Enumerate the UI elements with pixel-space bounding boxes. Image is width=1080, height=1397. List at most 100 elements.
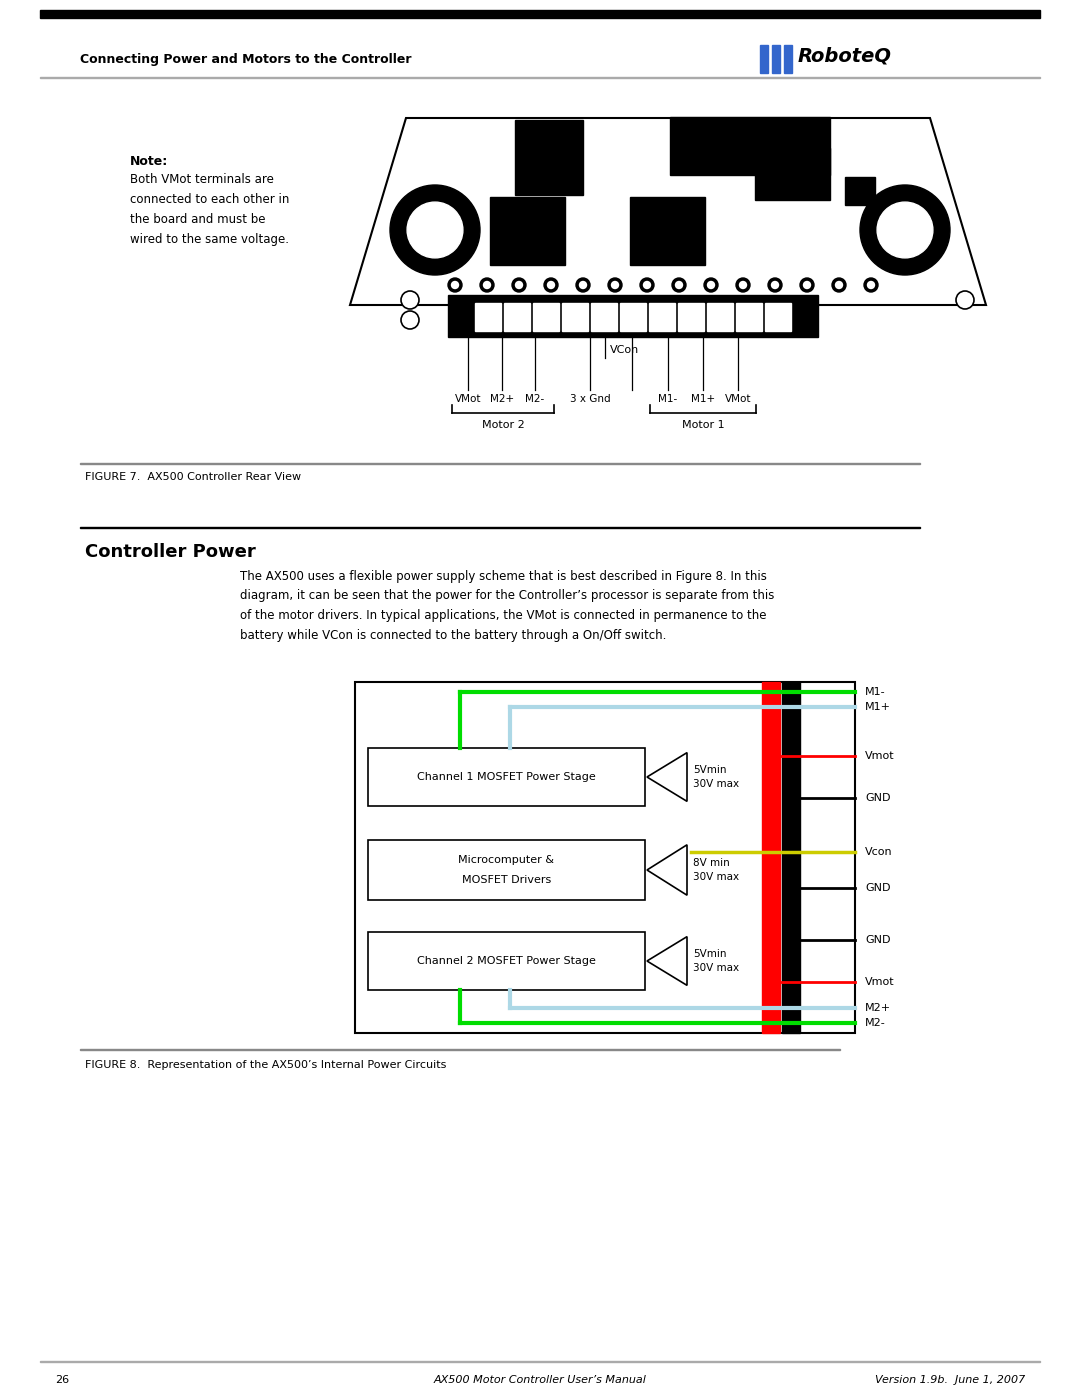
Circle shape	[864, 278, 878, 292]
Bar	[504, 303, 530, 331]
Bar	[40, 77, 1040, 78]
Bar	[355, 682, 855, 1032]
Text: 5Vmin: 5Vmin	[693, 949, 727, 958]
Bar	[762, 682, 780, 1032]
Circle shape	[675, 282, 683, 289]
Bar	[772, 45, 780, 73]
Circle shape	[401, 312, 419, 330]
Text: 8V min: 8V min	[693, 858, 730, 868]
Text: Both VMot terminals are
connected to each other in
the board and must be
wired t: Both VMot terminals are connected to eac…	[130, 173, 289, 246]
Text: RoboteQ: RoboteQ	[798, 47, 892, 66]
Text: GND: GND	[865, 883, 891, 893]
Text: Motor 2: Motor 2	[482, 420, 525, 430]
Circle shape	[390, 184, 480, 275]
Text: GND: GND	[865, 935, 891, 944]
Text: VMot: VMot	[455, 394, 482, 404]
Bar	[649, 303, 675, 331]
Bar	[782, 682, 800, 1032]
Text: Connecting Power and Motors to the Controller: Connecting Power and Motors to the Contr…	[80, 53, 411, 67]
Text: VMot: VMot	[725, 394, 752, 404]
Bar	[620, 303, 646, 331]
Bar	[40, 10, 1040, 18]
Circle shape	[484, 282, 490, 289]
Text: M1-: M1-	[865, 687, 886, 697]
Text: M2+: M2+	[490, 394, 514, 404]
Circle shape	[956, 291, 974, 309]
Bar	[80, 527, 920, 528]
Text: 30V max: 30V max	[693, 872, 739, 882]
Bar	[368, 747, 645, 806]
Bar	[368, 840, 645, 900]
Circle shape	[448, 278, 462, 292]
Circle shape	[544, 278, 558, 292]
Text: Note:: Note:	[130, 155, 168, 168]
Text: Vmot: Vmot	[865, 752, 894, 761]
Text: Vcon: Vcon	[865, 847, 893, 856]
Text: 3 x Gnd: 3 x Gnd	[569, 394, 610, 404]
Circle shape	[401, 291, 419, 309]
Circle shape	[480, 278, 494, 292]
Text: M1-: M1-	[659, 394, 677, 404]
Text: M2-: M2-	[865, 1018, 886, 1028]
Bar	[475, 303, 501, 331]
Circle shape	[860, 184, 950, 275]
Circle shape	[672, 278, 686, 292]
Text: 30V max: 30V max	[693, 963, 739, 972]
Circle shape	[804, 282, 810, 289]
Circle shape	[740, 282, 746, 289]
Text: M1+: M1+	[691, 394, 715, 404]
Circle shape	[515, 282, 523, 289]
Circle shape	[644, 282, 650, 289]
Bar	[562, 303, 588, 331]
Bar	[845, 177, 875, 205]
Circle shape	[640, 278, 654, 292]
Circle shape	[580, 282, 586, 289]
Text: Channel 1 MOSFET Power Stage: Channel 1 MOSFET Power Stage	[417, 773, 596, 782]
Text: 5Vmin: 5Vmin	[693, 766, 727, 775]
Text: 26: 26	[55, 1375, 69, 1384]
Bar	[765, 303, 791, 331]
Bar	[678, 303, 704, 331]
Bar	[534, 303, 559, 331]
Text: Channel 2 MOSFET Power Stage: Channel 2 MOSFET Power Stage	[417, 956, 596, 965]
Text: Controller Power: Controller Power	[85, 543, 256, 562]
Text: VCon: VCon	[610, 345, 639, 355]
Circle shape	[548, 282, 554, 289]
Circle shape	[735, 278, 750, 292]
Circle shape	[407, 203, 463, 258]
Circle shape	[707, 282, 715, 289]
Bar	[40, 1361, 1040, 1362]
Bar	[368, 932, 645, 990]
Circle shape	[608, 278, 622, 292]
Bar	[670, 117, 831, 175]
Text: FIGURE 7.  AX500 Controller Rear View: FIGURE 7. AX500 Controller Rear View	[85, 472, 301, 482]
Bar	[630, 197, 705, 265]
Bar	[707, 303, 733, 331]
Text: MOSFET Drivers: MOSFET Drivers	[462, 875, 551, 886]
Polygon shape	[647, 936, 687, 985]
Polygon shape	[647, 845, 687, 895]
Text: M1+: M1+	[865, 703, 891, 712]
Circle shape	[867, 282, 875, 289]
Text: AX500 Motor Controller User’s Manual: AX500 Motor Controller User’s Manual	[433, 1375, 647, 1384]
Text: Version 1.9b.  June 1, 2007: Version 1.9b. June 1, 2007	[875, 1375, 1025, 1384]
Circle shape	[832, 278, 846, 292]
Bar	[490, 197, 565, 265]
Text: M2-: M2-	[525, 394, 544, 404]
Circle shape	[771, 282, 779, 289]
Circle shape	[451, 282, 459, 289]
Circle shape	[768, 278, 782, 292]
Polygon shape	[350, 117, 986, 305]
Text: Motor 1: Motor 1	[681, 420, 725, 430]
Bar	[591, 303, 617, 331]
Text: The AX500 uses a flexible power supply scheme that is best described in Figure 8: The AX500 uses a flexible power supply s…	[240, 570, 774, 641]
Text: M2+: M2+	[865, 1003, 891, 1013]
Circle shape	[800, 278, 814, 292]
Circle shape	[611, 282, 619, 289]
Circle shape	[704, 278, 718, 292]
Text: 30V max: 30V max	[693, 780, 739, 789]
Bar	[760, 45, 768, 73]
Bar	[515, 120, 583, 196]
Bar	[448, 295, 818, 337]
Circle shape	[836, 282, 842, 289]
